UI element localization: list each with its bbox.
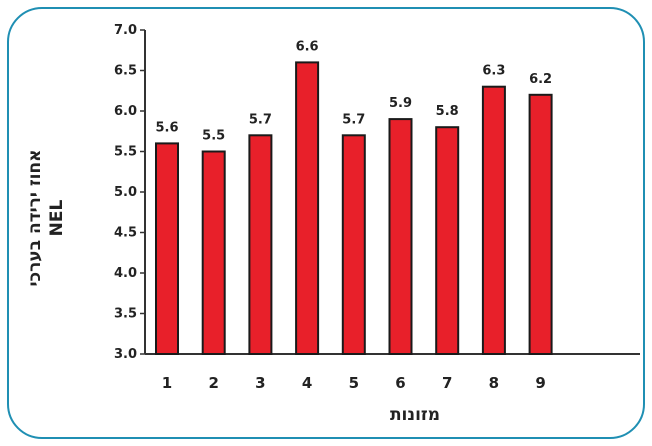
- x-axis-title: מזונות: [390, 405, 440, 425]
- y-tick-label: 6.5: [114, 64, 137, 79]
- bar: [201, 150, 226, 355]
- y-ticks: 3.0 3.5 4.0 4.5 5.0 5.5 6.0 6.5 7.0: [114, 23, 145, 362]
- y-tick-label: 3.5: [114, 307, 137, 322]
- bar-value-label: 6.2: [529, 72, 552, 87]
- bar: [481, 85, 506, 355]
- x-tick-label: 8: [489, 374, 499, 392]
- bars: [155, 61, 553, 356]
- bar-value-label: 6.3: [482, 64, 505, 79]
- bar-value-label: 5.5: [202, 129, 225, 144]
- x-tick-label: 1: [162, 374, 172, 392]
- chart-frame: [7, 7, 645, 439]
- bar-value-label: 5.7: [249, 112, 272, 127]
- x-tick-label: 4: [302, 374, 312, 392]
- bar-value-label: 5.9: [389, 96, 412, 111]
- bar-value-label: 5.7: [342, 112, 365, 127]
- x-tick-label: 5: [349, 374, 359, 392]
- y-axis-title-line2: NEL: [47, 200, 67, 237]
- x-ticks: 1 2 3 4 5 6 7 8 9: [162, 374, 546, 392]
- data-labels: 5.6 5.5 5.7 6.6 5.7 5.9 5.8 6.3 6.2: [155, 39, 552, 143]
- y-tick-label: 5.5: [114, 145, 137, 160]
- bar: [341, 134, 366, 355]
- bar-value-label: 5.8: [436, 104, 459, 119]
- x-tick-label: 9: [535, 374, 545, 392]
- bar-value-label: 5.6: [155, 120, 178, 135]
- x-tick-label: 2: [208, 374, 218, 392]
- bar: [435, 126, 460, 355]
- bar: [388, 118, 413, 355]
- x-tick-label: 6: [395, 374, 405, 392]
- y-tick-label: 3.0: [114, 347, 137, 362]
- y-axis-title-line1: אחוז ירידה בערכי: [25, 149, 45, 286]
- bar: [248, 134, 273, 355]
- x-tick-label: 7: [442, 374, 452, 392]
- bar: [155, 142, 179, 355]
- y-tick-label: 6.0: [114, 104, 137, 119]
- y-tick-label: 5.0: [114, 185, 137, 200]
- y-tick-label: 4.0: [114, 266, 137, 281]
- y-tick-label: 4.5: [114, 226, 137, 241]
- bar-value-label: 6.6: [296, 39, 319, 54]
- bar: [528, 93, 553, 356]
- y-tick-label: 7.0: [114, 23, 137, 38]
- x-tick-label: 3: [255, 374, 265, 392]
- bar: [295, 61, 320, 356]
